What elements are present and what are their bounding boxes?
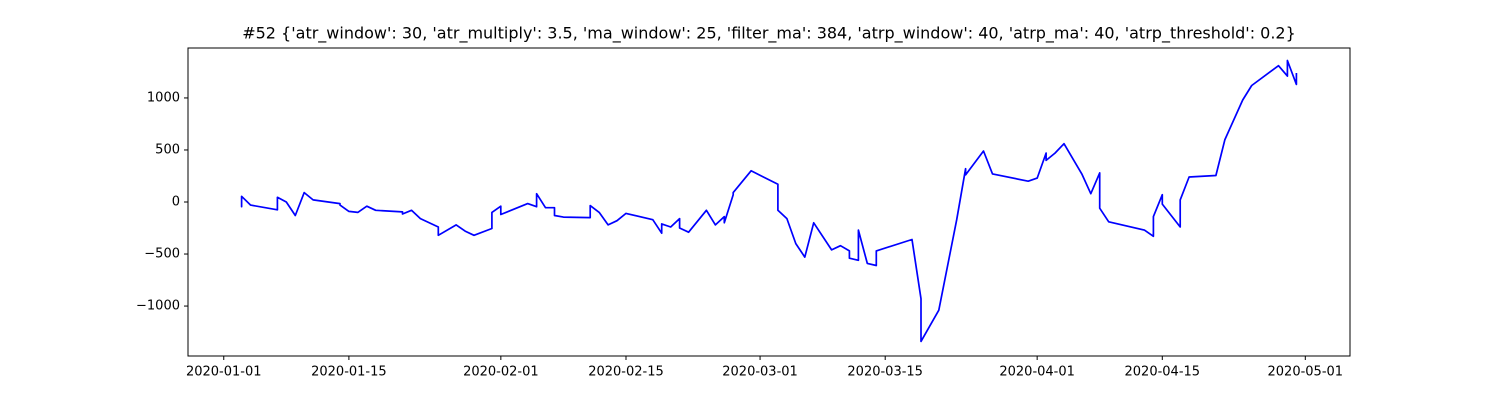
x-tick-label: 2020-03-15 [847, 365, 923, 380]
x-tick-label: 2020-02-15 [588, 365, 664, 380]
x-tick-label: 2020-01-01 [186, 365, 262, 380]
y-tick-label: 0 [172, 195, 180, 210]
y-tick-label: 1000 [147, 90, 180, 105]
data-line [240, 59, 1298, 343]
x-tick-label: 2020-04-01 [999, 365, 1075, 380]
x-tick-label: 2020-03-01 [722, 365, 798, 380]
x-tick-label: 2020-04-15 [1125, 365, 1201, 380]
x-tick-label: 2020-02-01 [463, 365, 539, 380]
chart-title: #52 {'atr_window': 30, 'atr_multiply': 3… [242, 24, 1296, 44]
x-tick-label: 2020-01-15 [311, 365, 387, 380]
y-tick-label: −500 [144, 247, 180, 262]
x-tick-label: 2020-05-01 [1268, 365, 1344, 380]
y-tick-label: −1000 [136, 299, 180, 314]
y-tick-label: 500 [155, 142, 180, 157]
